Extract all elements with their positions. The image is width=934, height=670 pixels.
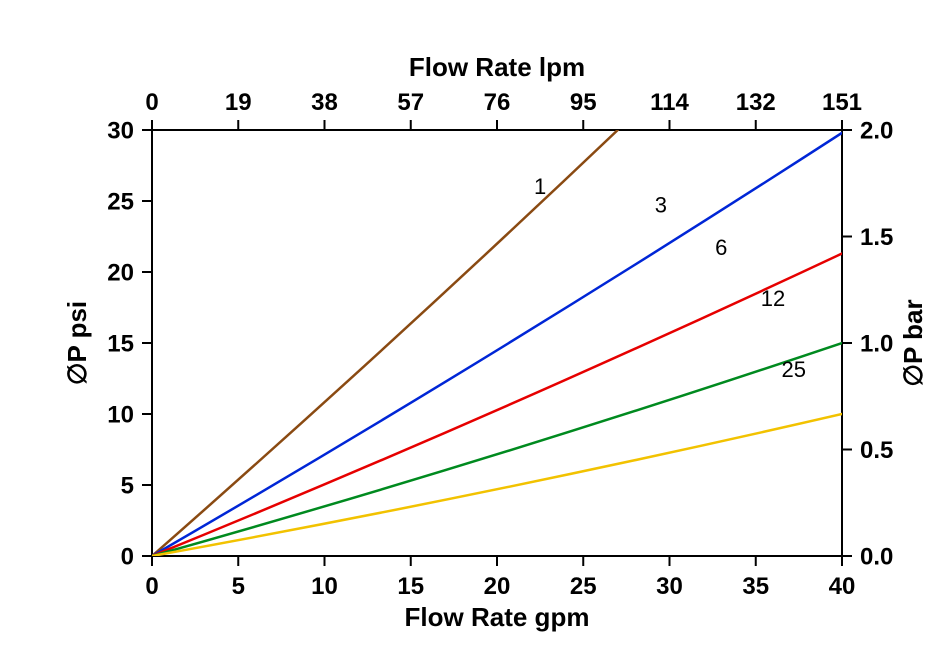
y-left-tick-label: 10	[107, 401, 134, 428]
series-label: 3	[655, 192, 667, 217]
x-top-tick-label: 0	[145, 89, 158, 116]
x-bottom-tick-label: 5	[232, 573, 245, 600]
y-left-tick-label: 0	[121, 543, 134, 570]
x-top-tick-label: 57	[397, 89, 424, 116]
x-bottom-tick-label: 40	[829, 573, 856, 600]
y-left-tick-label: 5	[121, 472, 134, 499]
x-top-tick-label: 151	[822, 89, 862, 116]
series-label: 1	[534, 174, 546, 199]
x-top-title: Flow Rate lpm	[409, 52, 585, 82]
x-bottom-tick-label: 30	[656, 573, 683, 600]
y-right-tick-label: 0.0	[860, 543, 893, 570]
y-left-tick-label: 25	[107, 188, 134, 215]
x-bottom-tick-label: 15	[397, 573, 424, 600]
y-left-tick-label: 30	[107, 117, 134, 144]
y-left-title: ∅P psi	[62, 301, 92, 385]
x-bottom-tick-label: 10	[311, 573, 338, 600]
x-top-tick-label: 132	[736, 89, 776, 116]
x-bottom-tick-label: 20	[484, 573, 511, 600]
y-left-tick-label: 20	[107, 259, 134, 286]
series-label: 25	[781, 357, 805, 382]
y-right-tick-label: 1.5	[860, 224, 893, 251]
x-bottom-tick-label: 25	[570, 573, 597, 600]
pressure-flow-chart: 0510152025303540Flow Rate gpm01938577695…	[0, 0, 934, 670]
x-bottom-tick-label: 0	[145, 573, 158, 600]
chart-svg: 0510152025303540Flow Rate gpm01938577695…	[0, 0, 934, 670]
series-label: 12	[761, 286, 785, 311]
x-top-tick-label: 19	[225, 89, 252, 116]
y-right-title: ∅P bar	[898, 299, 928, 386]
y-right-tick-label: 1.0	[860, 330, 893, 357]
x-top-tick-label: 95	[570, 89, 597, 116]
x-top-tick-label: 38	[311, 89, 338, 116]
x-top-tick-label: 76	[484, 89, 511, 116]
y-right-tick-label: 0.5	[860, 437, 893, 464]
series-label: 6	[715, 235, 727, 260]
x-bottom-tick-label: 35	[742, 573, 769, 600]
x-bottom-title: Flow Rate gpm	[405, 602, 590, 632]
y-right-tick-label: 2.0	[860, 117, 893, 144]
x-top-tick-label: 114	[650, 89, 689, 116]
y-left-tick-label: 15	[107, 330, 134, 357]
